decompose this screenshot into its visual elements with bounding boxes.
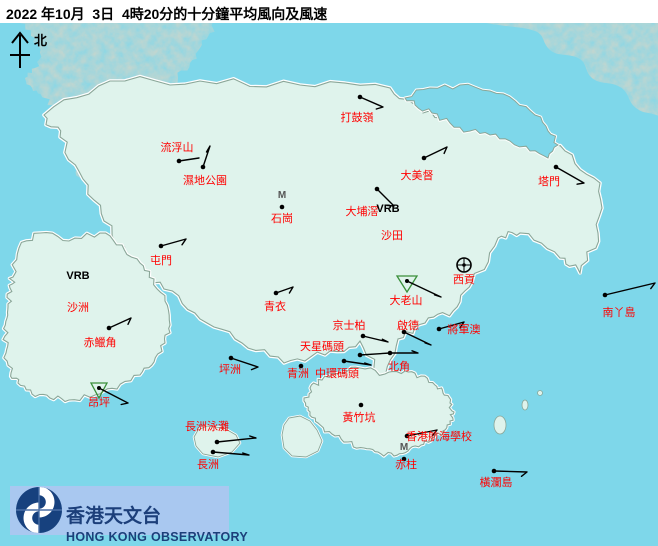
svg-text:黃竹坑: 黃竹坑	[343, 410, 376, 424]
svg-text:香港航海學校: 香港航海學校	[406, 429, 472, 443]
svg-text:中環碼頭: 中環碼頭	[315, 367, 359, 380]
svg-text:南丫島: 南丫島	[603, 305, 636, 319]
svg-text:濕地公園: 濕地公園	[183, 174, 227, 187]
svg-text:屯門: 屯門	[150, 254, 172, 267]
svg-text:石崗: 石崗	[271, 212, 293, 225]
svg-text:VRB: VRB	[376, 203, 399, 215]
svg-text:香港天文台: 香港天文台	[65, 504, 161, 527]
svg-text:西貢: 西貢	[453, 273, 475, 286]
svg-text:流浮山: 流浮山	[161, 140, 194, 154]
svg-text:赤鱲角: 赤鱲角	[84, 336, 117, 349]
svg-text:將軍澳: 將軍澳	[448, 322, 481, 336]
svg-text:沙田: 沙田	[381, 229, 403, 242]
svg-text:VRB: VRB	[66, 270, 89, 282]
svg-text:橫瀾島: 橫瀾島	[480, 475, 513, 489]
svg-text:大老山: 大老山	[390, 293, 423, 307]
svg-text:啟德: 啟德	[397, 318, 419, 332]
svg-text:北: 北	[34, 33, 47, 48]
svg-text:HONG KONG OBSERVATORY: HONG KONG OBSERVATORY	[66, 530, 248, 544]
svg-text:M: M	[400, 442, 408, 453]
svg-text:打鼓嶺: 打鼓嶺	[341, 110, 374, 124]
svg-text:青衣: 青衣	[264, 299, 286, 313]
svg-text:昂坪: 昂坪	[88, 396, 110, 409]
svg-text:塔門: 塔門	[538, 175, 560, 188]
svg-text:長洲泳灘: 長洲泳灘	[185, 419, 229, 433]
svg-text:長洲: 長洲	[197, 458, 219, 471]
svg-text:M: M	[278, 190, 286, 201]
svg-text:赤柱: 赤柱	[395, 457, 417, 471]
svg-text:天星碼頭: 天星碼頭	[300, 340, 344, 353]
svg-text:青洲: 青洲	[287, 367, 309, 380]
svg-text:大埔滘: 大埔滘	[346, 204, 379, 218]
svg-text:大美督: 大美督	[401, 168, 434, 182]
svg-text:京士柏: 京士柏	[333, 318, 366, 332]
svg-text:坪洲: 坪洲	[219, 363, 241, 376]
svg-text:北角: 北角	[388, 360, 410, 373]
svg-text:沙洲: 沙洲	[67, 301, 89, 314]
